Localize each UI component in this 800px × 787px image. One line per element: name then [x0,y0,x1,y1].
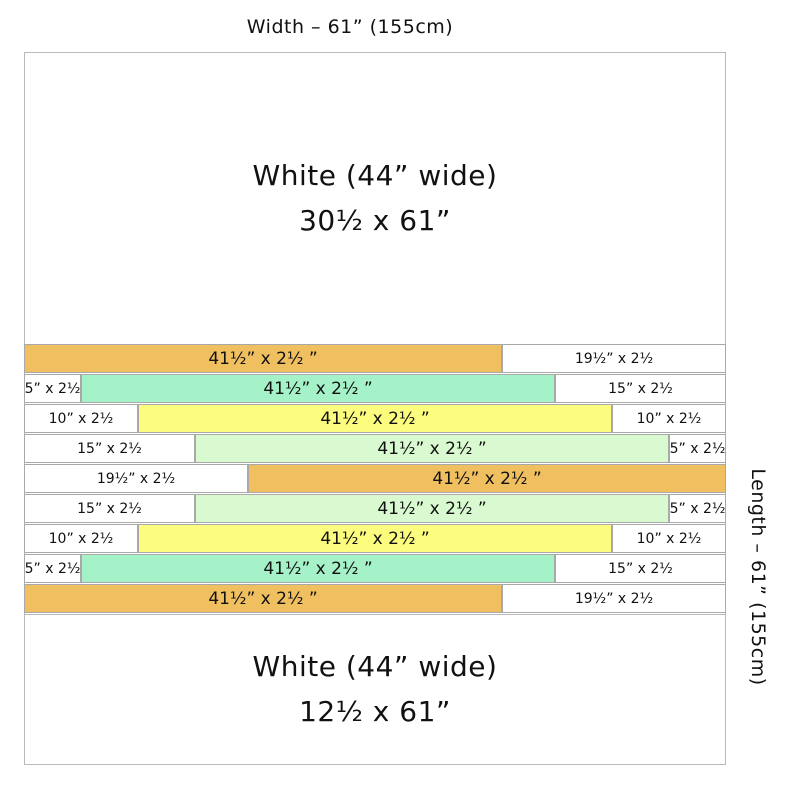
strip-row: 5” x 2½ 41½” x 2½ ” 15” x 2½ [24,374,726,403]
strip-piece-white: 10” x 2½ [612,404,726,433]
strip-piece-orange: 41½” x 2½ ” [248,464,726,493]
strip-row: 41½” x 2½ ” 19½” x 2½ [24,584,726,613]
strip-piece-aqua: 41½” x 2½ ” [81,554,555,583]
strip-piece-white: 15” x 2½ [24,434,195,463]
top-panel-title: White (44” wide) [252,159,498,193]
strip-piece-white: 10” x 2½ [612,524,726,553]
strip-row: 15” x 2½ 41½” x 2½ ” 5” x 2½ [24,494,726,523]
strip-row: 5” x 2½ 41½” x 2½ ” 15” x 2½ [24,554,726,583]
bottom-white-panel: White (44” wide) 12½ x 61” [25,614,725,764]
strip-piece-aqua: 41½” x 2½ ” [81,374,555,403]
strip-piece-yellow: 41½” x 2½ ” [138,524,612,553]
top-white-panel: White (44” wide) 30½ x 61” [25,53,725,345]
strip-piece-white: 5” x 2½ [24,374,81,403]
strip-row: 19½” x 2½ 41½” x 2½ ” [24,464,726,493]
strip-piece-white: 15” x 2½ [24,494,195,523]
strip-piece-white: 19½” x 2½ [502,584,726,613]
strip-piece-white: 15” x 2½ [555,374,726,403]
strip-piece-white: 10” x 2½ [24,404,138,433]
top-panel-size: 30½ x 61” [299,204,451,237]
strip-piece-white: 5” x 2½ [24,554,81,583]
strip-piece-white: 19½” x 2½ [24,464,248,493]
strip-row: 10” x 2½ 41½” x 2½ ” 10” x 2½ [24,404,726,433]
strip-piece-pale-green: 41½” x 2½ ” [195,434,669,463]
width-dimension-label: Width – 61” (155cm) [246,16,454,38]
strip-piece-pale-green: 41½” x 2½ ” [195,494,669,523]
length-dimension-label: Length – 61” (155cm) [747,468,769,686]
strip-piece-yellow: 41½” x 2½ ” [138,404,612,433]
strip-piece-white: 19½” x 2½ [502,344,726,373]
strip-piece-white: 15” x 2½ [555,554,726,583]
bottom-panel-size: 12½ x 61” [299,694,451,728]
strip-piece-white: 5” x 2½ [669,434,726,463]
strip-row: 10” x 2½ 41½” x 2½ ” 10” x 2½ [24,524,726,553]
strip-section: 41½” x 2½ ” 19½” x 2½ 5” x 2½ 41½” x 2½ ” 15… [24,344,726,613]
strip-row: 15” x 2½ 41½” x 2½ ” 5” x 2½ [24,434,726,463]
strip-piece-orange: 41½” x 2½ ” [24,344,502,373]
strip-piece-white: 10” x 2½ [24,524,138,553]
strip-piece-orange: 41½” x 2½ ” [24,584,502,613]
strip-row: 41½” x 2½ ” 19½” x 2½ [24,344,726,373]
strip-piece-white: 5” x 2½ [669,494,726,523]
bottom-panel-title: White (44” wide) [252,649,498,683]
